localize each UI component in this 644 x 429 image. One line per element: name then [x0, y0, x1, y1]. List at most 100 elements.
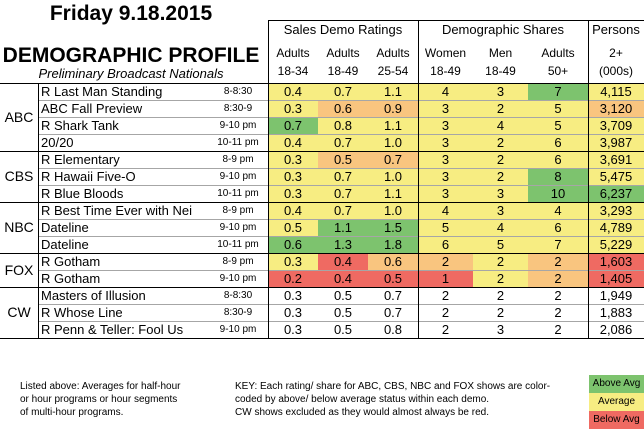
- time-slot: 8:30-9: [223, 307, 253, 318]
- data-cell: 4: [418, 83, 473, 100]
- show-name: R Best Time Ever with Nei: [41, 203, 192, 218]
- data-cell: 2: [418, 321, 473, 338]
- data-cell: 3,987: [588, 134, 644, 151]
- data-cell: 3,691: [588, 151, 644, 168]
- column-header-line1: Men: [488, 46, 513, 60]
- show-name: R Gotham: [41, 271, 101, 286]
- network-divider: [0, 338, 644, 339]
- data-cell: 0.5: [268, 219, 318, 236]
- data-cell: 3: [418, 185, 473, 202]
- data-cell: 4,789: [588, 219, 644, 236]
- data-cell: 2: [473, 134, 528, 151]
- row-divider: [38, 168, 644, 169]
- show-name: Dateline: [41, 220, 89, 235]
- data-cell: 0.3: [268, 185, 318, 202]
- column-header-line1: Adults: [276, 46, 310, 60]
- table-row: R Best Time Ever with Nei 8-9 pm 0.4 0.7 1.0…: [0, 202, 644, 219]
- column-divider: [418, 20, 419, 338]
- show-name: R Gotham: [41, 254, 101, 269]
- show-name: R Hawaii Five-O: [41, 169, 136, 184]
- column-header-line2: 18-49: [485, 64, 516, 78]
- data-cell: 0.3: [268, 100, 318, 117]
- time-slot: 9-10 pm: [219, 273, 257, 284]
- data-cell: 3: [418, 117, 473, 134]
- column-header-line2: 25-54: [377, 64, 409, 78]
- data-cell: 3: [473, 202, 528, 219]
- data-cell: 6: [528, 151, 588, 168]
- data-cell: 5: [528, 100, 588, 117]
- notes-left-line: or hour programs or hour segments: [20, 394, 178, 405]
- data-cell: 3: [473, 83, 528, 100]
- data-cell: 1,603: [588, 253, 644, 270]
- group-demographic-shares: Demographic Shares: [441, 22, 565, 37]
- data-cell: 1.1: [368, 117, 418, 134]
- data-cell: 0.2: [268, 270, 318, 287]
- data-cell: 1.1: [368, 185, 418, 202]
- column-header-line2: 18-34: [277, 64, 309, 78]
- data-cell: 0.4: [318, 253, 368, 270]
- data-cell: 0.6: [368, 253, 418, 270]
- legend-average: Average: [589, 393, 644, 411]
- data-cell: 0.9: [368, 100, 418, 117]
- data-cell: 0.7: [368, 304, 418, 321]
- data-cell: 1: [418, 270, 473, 287]
- row-divider: [38, 117, 644, 118]
- table-row: R Blue Bloods 10-11 pm 0.3 0.7 1.1 3 3 10 6,237: [0, 185, 644, 202]
- data-cell: 7: [528, 83, 588, 100]
- data-cell: 0.7: [368, 151, 418, 168]
- data-cell: 1.0: [368, 202, 418, 219]
- data-cell: 5: [473, 236, 528, 253]
- row-divider: [38, 321, 644, 322]
- data-cell: 0.5: [318, 151, 368, 168]
- data-cell: 3: [418, 168, 473, 185]
- notes-key-line: coded by above/ below average status wit…: [235, 394, 490, 405]
- column-header-line2: (000s): [598, 64, 633, 78]
- data-cell: 4: [473, 117, 528, 134]
- data-cell: 3: [418, 151, 473, 168]
- show-name: Masters of Illusion: [41, 288, 146, 303]
- column-header-line1: Adults: [326, 46, 360, 60]
- time-slot: 8-9 pm: [222, 256, 254, 267]
- data-cell: 6: [528, 219, 588, 236]
- network-divider: [0, 287, 644, 288]
- data-cell: 0.7: [318, 83, 368, 100]
- time-slot: 8:30-9: [223, 103, 253, 114]
- row-divider: [38, 219, 644, 220]
- column-divider: [38, 83, 39, 338]
- network-label: ABC: [4, 109, 34, 125]
- data-cell: 0.7: [318, 202, 368, 219]
- data-cell: 0.3: [268, 253, 318, 270]
- data-cell: 4,115: [588, 83, 644, 100]
- data-cell: 0.3: [268, 151, 318, 168]
- time-slot: 9-10 pm: [219, 324, 257, 335]
- time-slot: 8-9 pm: [222, 154, 254, 165]
- network-divider: [0, 202, 644, 203]
- data-cell: 0.4: [268, 134, 318, 151]
- data-cell: 0.8: [368, 321, 418, 338]
- notes-key-line: KEY: Each rating/ share for ABC, CBS, NB…: [235, 381, 551, 392]
- data-cell: 5: [418, 219, 473, 236]
- data-cell: 0.6: [318, 100, 368, 117]
- show-name: Dateline: [41, 237, 89, 252]
- data-cell: 0.4: [268, 202, 318, 219]
- show-name: 20/20: [41, 135, 74, 150]
- time-slot: 8-9 pm: [222, 205, 254, 216]
- table-row: R Hawaii Five-O 9-10 pm 0.3 0.7 1.0 3 2 8 5,475: [0, 168, 644, 185]
- data-cell: 3: [418, 134, 473, 151]
- row-divider: [38, 134, 644, 135]
- data-cell: 0.7: [318, 168, 368, 185]
- network-divider: [0, 83, 644, 84]
- data-cell: 0.5: [318, 304, 368, 321]
- data-cell: 2: [473, 304, 528, 321]
- column-header-line2: 18-49: [430, 64, 461, 78]
- data-cell: 2: [473, 151, 528, 168]
- page-subtitle-2: Preliminary Broadcast Nationals: [38, 66, 224, 81]
- row-divider: [38, 304, 644, 305]
- time-slot: 10-11 pm: [217, 188, 259, 199]
- column-header-line2: 18-49: [327, 64, 359, 78]
- table-row: R Penn & Teller: Fool Us 9-10 pm 0.3 0.5 0.8…: [0, 321, 644, 338]
- network-label: NBC: [4, 219, 34, 235]
- data-cell: 2: [528, 321, 588, 338]
- data-cell: 5,475: [588, 168, 644, 185]
- data-cell: 3,709: [588, 117, 644, 134]
